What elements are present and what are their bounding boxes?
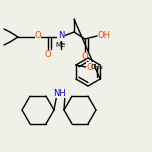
Text: NH: NH — [53, 88, 65, 97]
Text: O: O — [45, 50, 51, 59]
Text: OH: OH — [98, 31, 111, 40]
Text: O: O — [35, 31, 41, 40]
Text: N: N — [58, 31, 64, 40]
Text: O: O — [82, 52, 88, 61]
Text: O: O — [87, 62, 93, 71]
Text: Me: Me — [56, 42, 66, 48]
Text: CH₃: CH₃ — [91, 64, 104, 70]
